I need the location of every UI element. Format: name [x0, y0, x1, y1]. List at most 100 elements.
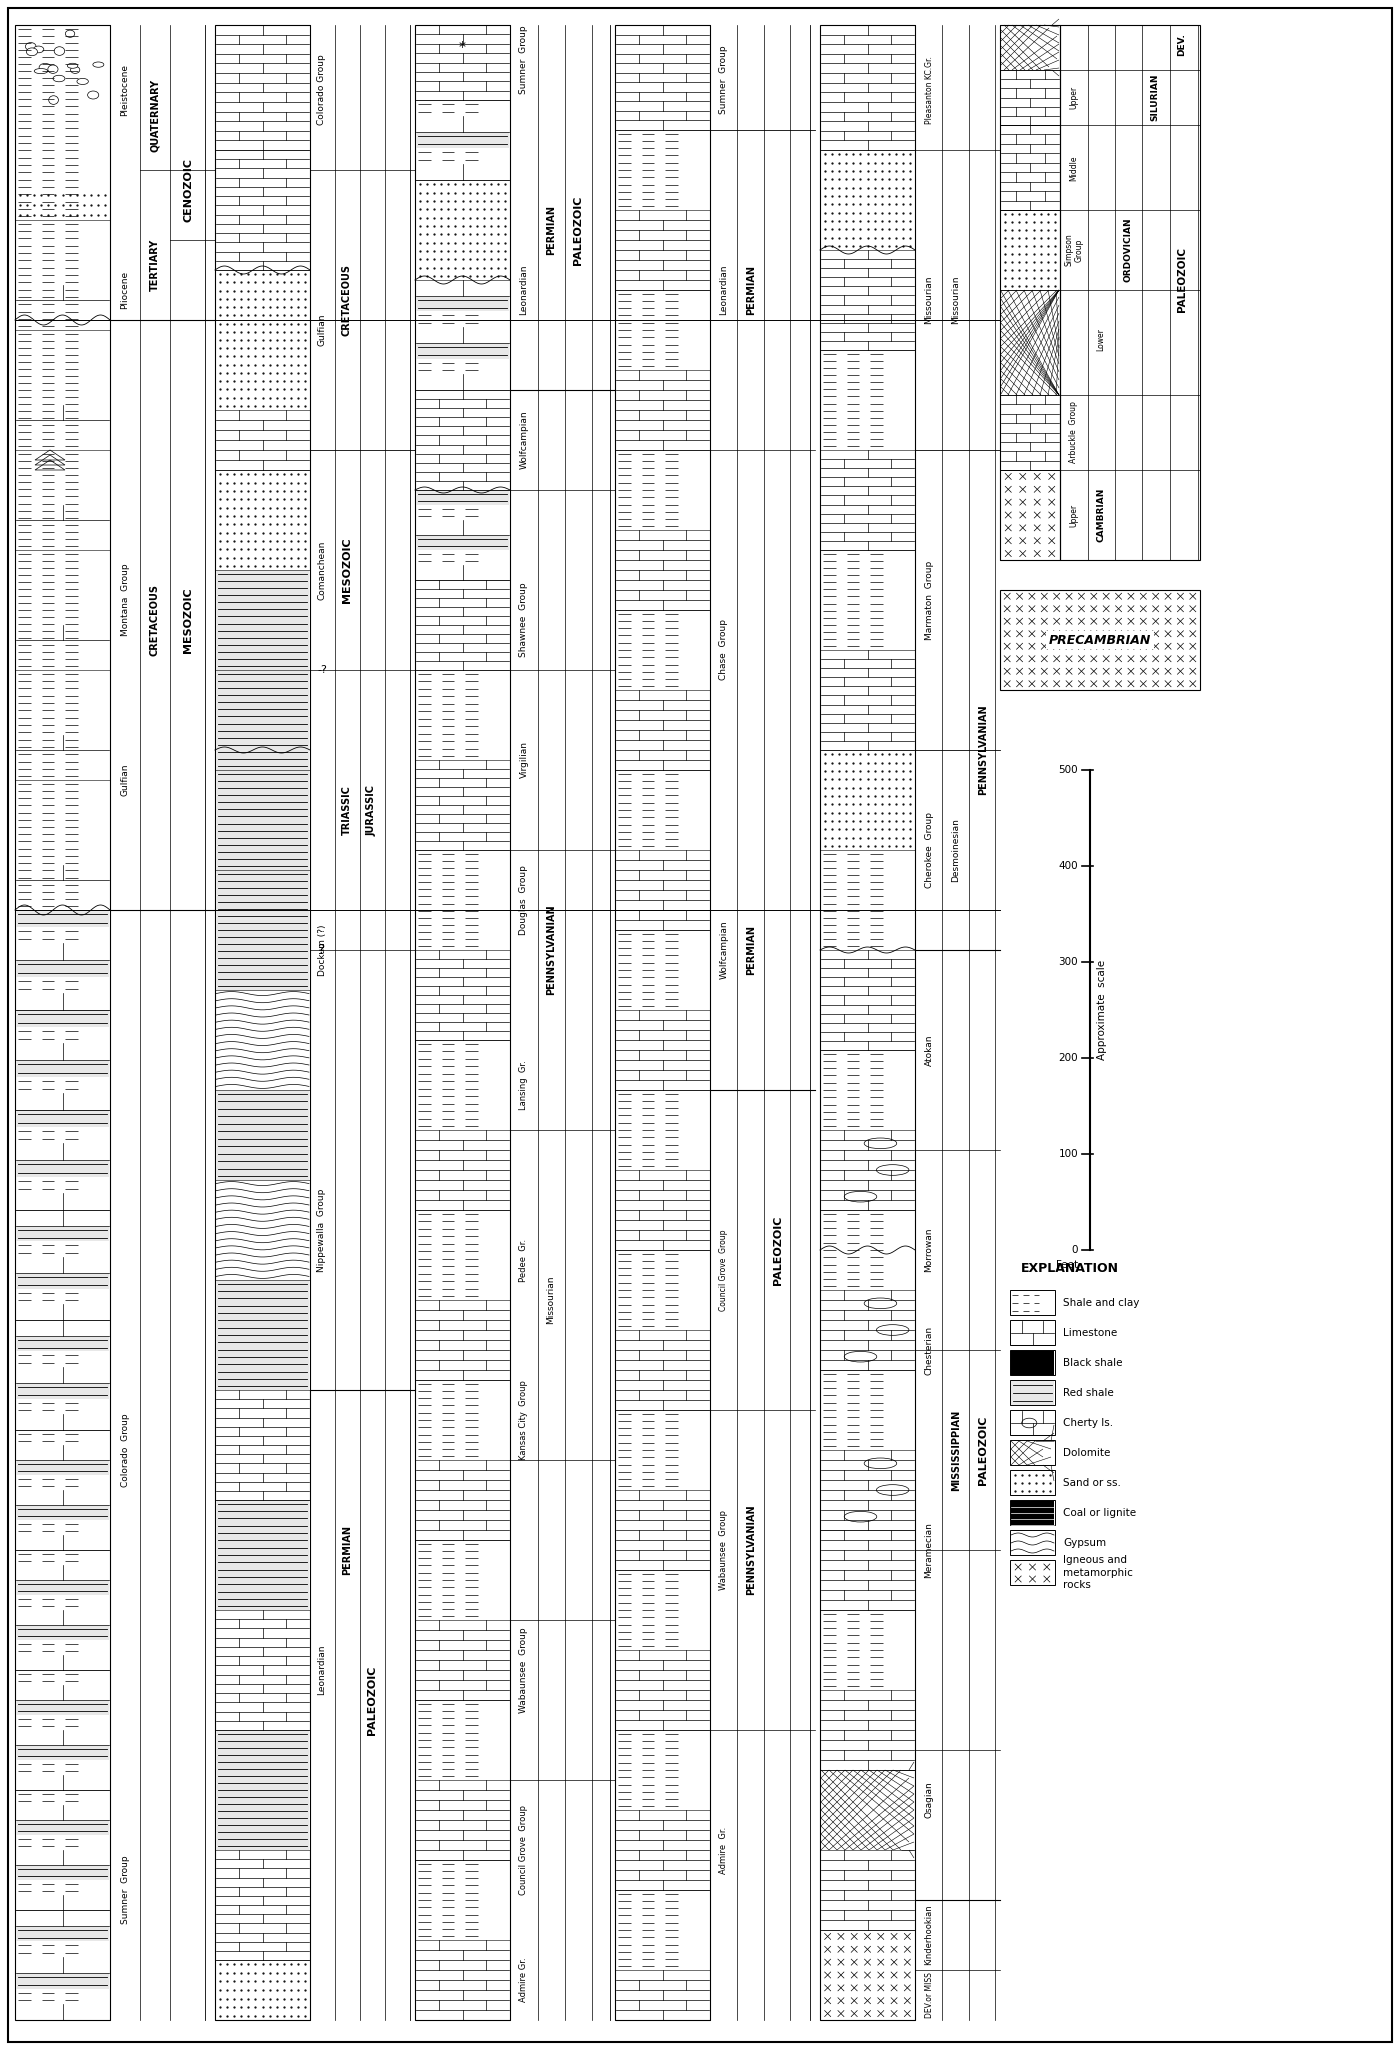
Ellipse shape: [77, 78, 88, 84]
Text: Leonardian: Leonardian: [519, 264, 529, 316]
Text: Kansas City  Group: Kansas City Group: [519, 1380, 529, 1460]
Text: Igneous and
metamorphic
rocks: Igneous and metamorphic rocks: [1063, 1556, 1133, 1591]
Bar: [15, 1011, 109, 1027]
Ellipse shape: [864, 1138, 897, 1148]
Ellipse shape: [876, 1484, 909, 1494]
Text: EXPLANATION: EXPLANATION: [1021, 1263, 1119, 1275]
Text: Dockum (?): Dockum (?): [318, 925, 326, 976]
Text: CAMBRIAN: CAMBRIAN: [1096, 488, 1106, 541]
Text: Colorado  Group: Colorado Group: [120, 1412, 129, 1486]
Bar: [15, 1337, 109, 1351]
Bar: [216, 869, 309, 990]
Text: Pliocene: Pliocene: [120, 271, 129, 310]
Bar: [15, 1384, 109, 1398]
Text: Douglas  Group: Douglas Group: [519, 865, 529, 935]
Text: Marmaton  Group: Marmaton Group: [924, 560, 934, 640]
Text: Colorado Group: Colorado Group: [318, 55, 326, 125]
Text: Pedee  Gr.: Pedee Gr.: [519, 1238, 529, 1281]
Text: ORDOVICIAN: ORDOVICIAN: [1123, 217, 1133, 283]
Bar: [216, 1279, 309, 1390]
Text: QUATERNARY: QUATERNARY: [150, 78, 160, 152]
Text: JURASSIC: JURASSIC: [367, 785, 377, 836]
Bar: [15, 1505, 109, 1519]
Text: 100: 100: [1058, 1148, 1078, 1158]
Bar: [1009, 1560, 1056, 1585]
Bar: [216, 25, 309, 2019]
Text: DEV.or MISS: DEV.or MISS: [924, 1972, 934, 2017]
Bar: [416, 342, 510, 359]
Ellipse shape: [49, 96, 59, 105]
Text: 200: 200: [1058, 1054, 1078, 1064]
Text: Gulfian: Gulfian: [318, 314, 326, 346]
Text: *: *: [459, 41, 465, 53]
Text: Missourian: Missourian: [924, 277, 934, 324]
Text: Cherty ls.: Cherty ls.: [1063, 1417, 1113, 1427]
Bar: [15, 1745, 109, 1761]
Text: 0: 0: [1071, 1244, 1078, 1255]
Ellipse shape: [66, 31, 74, 37]
Text: Cherokee  Group: Cherokee Group: [924, 812, 934, 888]
Ellipse shape: [92, 62, 104, 68]
Bar: [15, 910, 109, 927]
Text: Morrowan: Morrowan: [924, 1228, 934, 1273]
Text: Feet: Feet: [1056, 1261, 1078, 1271]
Text: PALEOZOIC: PALEOZOIC: [1177, 248, 1187, 312]
Text: Coal or lignite: Coal or lignite: [1063, 1507, 1137, 1517]
Text: TRIASSIC: TRIASSIC: [342, 785, 351, 834]
Bar: [15, 1160, 109, 1177]
Text: Shawnee  Group: Shawnee Group: [519, 582, 529, 658]
Text: Arbuckle  Group: Arbuckle Group: [1070, 402, 1078, 463]
Text: Pleistocene: Pleistocene: [120, 64, 129, 117]
Bar: [416, 295, 510, 312]
Text: Chase  Group: Chase Group: [720, 619, 728, 681]
Bar: [1000, 25, 1060, 560]
Text: SILURIAN: SILURIAN: [1151, 74, 1159, 121]
Bar: [1009, 1410, 1056, 1435]
Text: Wolfcampian: Wolfcampian: [519, 410, 529, 469]
Bar: [15, 1226, 109, 1242]
Ellipse shape: [88, 90, 99, 98]
Text: CRETACEOUS: CRETACEOUS: [150, 584, 160, 656]
Text: PENNSYLVANIAN: PENNSYLVANIAN: [546, 904, 556, 996]
Ellipse shape: [844, 1191, 876, 1201]
Text: 300: 300: [1058, 957, 1078, 968]
Text: Shale and clay: Shale and clay: [1063, 1298, 1140, 1308]
Text: 500: 500: [1058, 765, 1078, 775]
Text: PENNSYLVANIAN: PENNSYLVANIAN: [979, 705, 988, 795]
Bar: [416, 131, 510, 148]
Ellipse shape: [844, 1351, 876, 1361]
Bar: [1009, 1289, 1056, 1314]
Bar: [15, 1060, 109, 1076]
Bar: [1009, 1501, 1056, 1525]
Text: Council Grove  Group: Council Grove Group: [720, 1230, 728, 1310]
Text: Montana  Group: Montana Group: [120, 564, 129, 636]
Text: ?: ?: [318, 943, 326, 957]
Bar: [15, 1972, 109, 1988]
Text: Gulfian: Gulfian: [120, 765, 129, 795]
Ellipse shape: [876, 1324, 909, 1335]
Bar: [15, 959, 109, 976]
Text: Meramecian: Meramecian: [924, 1521, 934, 1578]
Text: TERTIARY: TERTIARY: [150, 240, 160, 291]
Bar: [15, 1460, 109, 1476]
Bar: [1011, 1382, 1054, 1404]
Text: PRECAMBRIAN: PRECAMBRIAN: [1049, 633, 1151, 646]
Bar: [15, 1581, 109, 1595]
Ellipse shape: [39, 64, 52, 72]
Text: Black shale: Black shale: [1063, 1357, 1123, 1367]
Text: Virgilian: Virgilian: [519, 742, 529, 779]
Text: Upper: Upper: [1070, 504, 1078, 527]
Bar: [15, 25, 111, 2019]
Ellipse shape: [25, 43, 36, 51]
Ellipse shape: [27, 47, 38, 55]
Text: Desmoinesian: Desmoinesian: [952, 818, 960, 882]
Ellipse shape: [48, 66, 57, 74]
Ellipse shape: [864, 1298, 897, 1308]
Text: PERMIAN: PERMIAN: [546, 205, 556, 254]
Text: PALEOZOIC: PALEOZOIC: [573, 195, 582, 264]
Bar: [1009, 1529, 1056, 1556]
Bar: [1009, 1380, 1056, 1404]
Ellipse shape: [55, 47, 64, 55]
Ellipse shape: [34, 45, 43, 53]
Bar: [416, 490, 510, 504]
